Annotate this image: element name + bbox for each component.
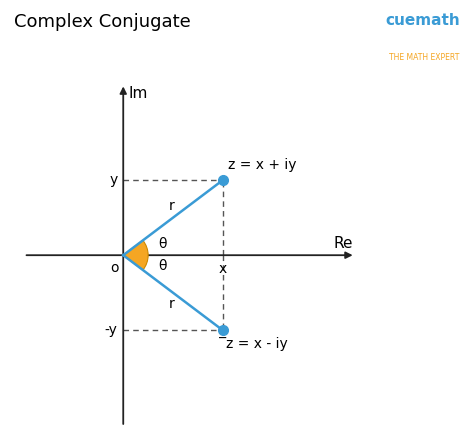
Text: r: r xyxy=(169,199,175,213)
Text: r: r xyxy=(169,297,175,311)
Text: ̅z = x - iy: ̅z = x - iy xyxy=(226,337,287,351)
Text: y: y xyxy=(109,173,118,187)
Text: x: x xyxy=(219,262,227,275)
Text: o: o xyxy=(110,260,119,275)
Text: Re: Re xyxy=(333,236,353,251)
Text: Im: Im xyxy=(129,86,148,101)
Text: THE MATH EXPERT: THE MATH EXPERT xyxy=(390,53,460,62)
Text: -y: -y xyxy=(105,323,118,337)
Wedge shape xyxy=(123,240,148,270)
Text: cuemath: cuemath xyxy=(385,13,460,28)
Text: Complex Conjugate: Complex Conjugate xyxy=(14,13,191,31)
Text: z = x + iy: z = x + iy xyxy=(228,158,297,172)
Text: θ: θ xyxy=(158,259,167,273)
Text: θ: θ xyxy=(158,238,167,251)
